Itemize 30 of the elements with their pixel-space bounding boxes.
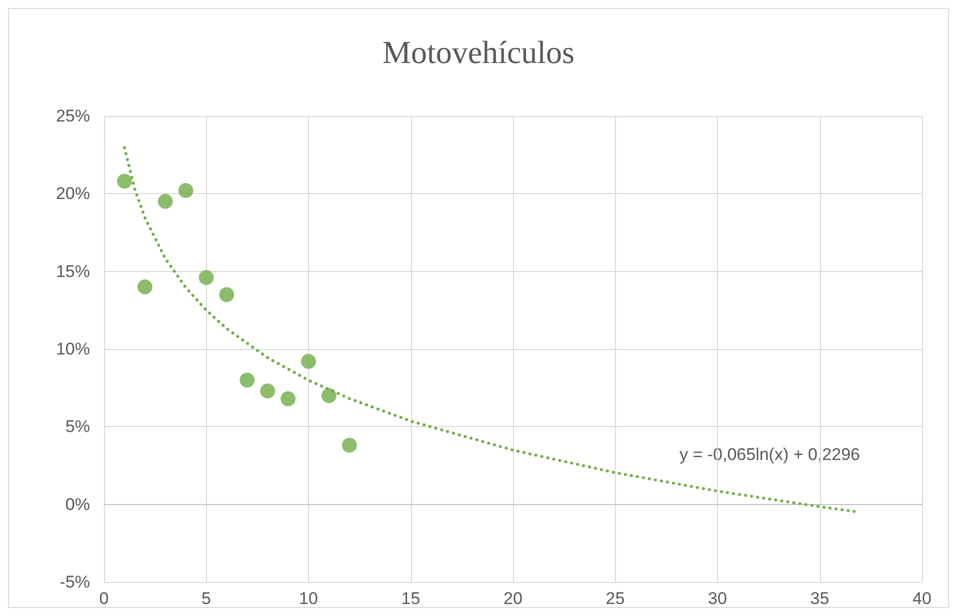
x-tick-label: 10 [299,589,318,608]
point [260,383,276,398]
x-tick-label: 40 [912,589,932,608]
point [178,183,194,198]
y-tick-label: 25% [56,106,90,126]
x-tick-label: 15 [401,589,420,608]
point [158,194,173,209]
point [301,354,316,369]
point [280,391,296,406]
y-tick-label: 15% [56,262,90,281]
chart-title: Motovehículos [382,34,574,70]
x-tick-label: 30 [708,589,727,608]
point [321,388,336,404]
x-tick-label: 20 [504,589,522,608]
point [342,438,357,453]
x-tick-label: 0 [99,589,109,608]
point [198,270,214,286]
point [137,279,152,294]
y-tick-label: 20% [56,184,90,204]
y-tick-label: -5% [60,572,90,592]
y-tick-label: 10% [56,340,90,358]
point [116,174,132,189]
annotation: y = -0,065ln(x) + 0,2296 [680,445,860,464]
x-tick-label: 25 [606,589,625,608]
x-tick-label: 35 [810,589,830,608]
x-tick-label: 5 [202,589,211,608]
y-tick-label: 5% [65,417,90,436]
point [219,287,234,302]
point [240,372,255,388]
y-tick-label: 0% [65,494,90,514]
